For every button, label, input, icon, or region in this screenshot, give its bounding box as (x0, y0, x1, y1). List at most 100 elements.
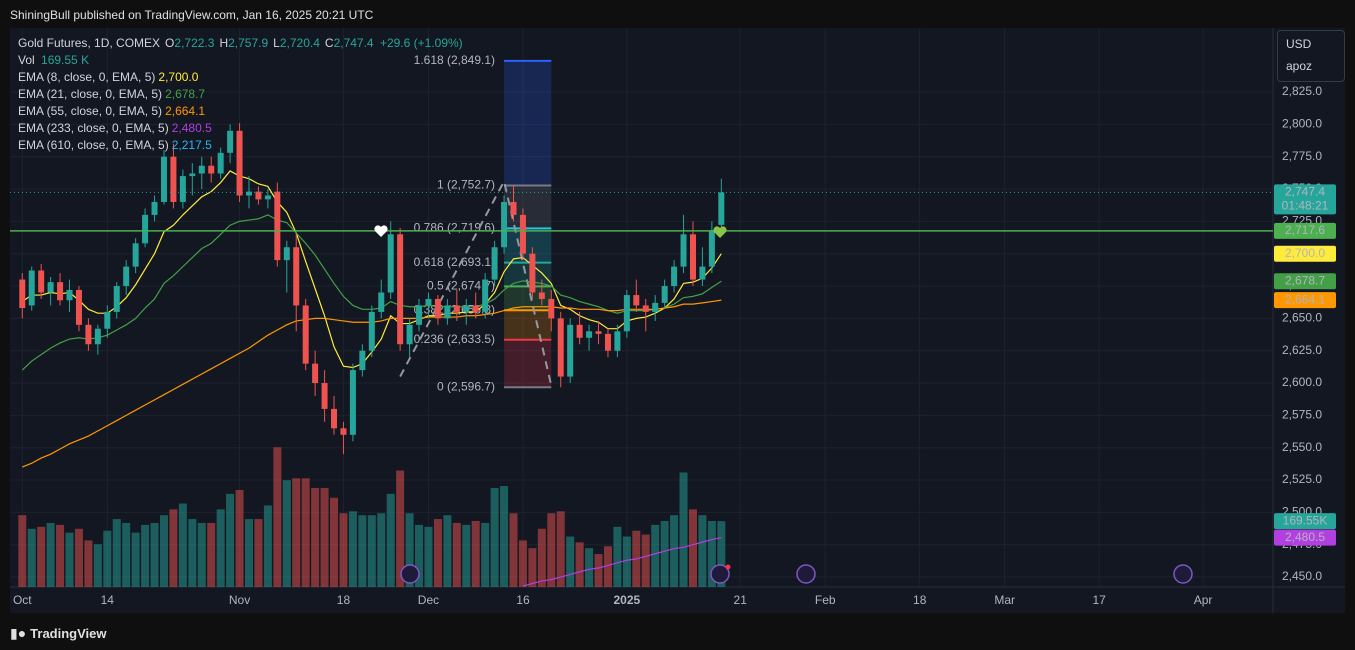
volume-bar (396, 470, 405, 587)
volume-bar (330, 497, 339, 587)
volume-bar (311, 488, 320, 587)
ema-value: 2,217.5 (171, 138, 212, 152)
y-tick-label: 2,825.0 (1282, 84, 1322, 98)
ohlc-key: H (219, 36, 229, 50)
candle-body (349, 370, 356, 435)
fib-label: 0.5 (2,674.7) (427, 279, 495, 293)
candle-body (699, 266, 706, 280)
ema-legend-row: EMA (8, close, 0, EMA, 5) 2,700.0 (18, 69, 463, 86)
grid (10, 28, 1273, 587)
candle-body (113, 286, 120, 312)
candle-body (689, 234, 696, 280)
volume-bar (112, 519, 121, 587)
y-tick-label: 2,600.0 (1282, 375, 1322, 389)
price-badge-text: 01:48:21 (1282, 199, 1329, 213)
x-tick-label: 16 (516, 593, 530, 607)
volume-bar (18, 515, 27, 587)
volume-bar (141, 524, 150, 587)
volume-bar (585, 548, 594, 587)
ema-legend-row: EMA (55, close, 0, EMA, 5) 2,664.1 (18, 103, 463, 120)
price-badge (1274, 184, 1336, 215)
ohlc-key: O (165, 36, 175, 50)
volume-bar (254, 519, 263, 587)
candle-body (123, 266, 130, 287)
volume-bar (462, 524, 471, 587)
candle-body (434, 298, 441, 319)
candle-body (501, 201, 508, 248)
candle-body (104, 311, 111, 329)
fib-zone (504, 339, 552, 388)
account-box[interactable]: USD apoz (1277, 30, 1345, 82)
volume-bar (244, 519, 253, 587)
volume-bar (235, 489, 244, 587)
volume-bar (670, 515, 679, 587)
candle-body (623, 295, 630, 332)
candle-body (671, 266, 678, 287)
fib-label: 0 (2,596.7) (437, 379, 495, 393)
candle-body (604, 333, 611, 351)
volume-bar (518, 540, 527, 587)
candles (19, 123, 725, 455)
price-badge (1274, 245, 1336, 262)
volume-bar (226, 493, 235, 587)
volume-bar (367, 515, 376, 587)
volume-bar (575, 542, 584, 587)
volume-bar (490, 488, 499, 587)
price-badge (1274, 292, 1336, 309)
x-tick-label: 14 (101, 593, 115, 607)
candle-body (595, 331, 602, 334)
fib-label: 1.618 (2,849.1) (414, 53, 495, 67)
candle-body (416, 305, 423, 325)
x-tick-label: 2025 (614, 593, 641, 607)
axes: 2,450.02,475.02,500.02,525.02,550.02,575… (13, 84, 1336, 607)
candle-body (340, 428, 347, 435)
candle-body (85, 324, 92, 345)
volume-bar (566, 536, 575, 587)
volume-bar (37, 526, 46, 587)
candle-body (397, 234, 404, 345)
volume-bar (65, 532, 74, 587)
candle-body (406, 324, 413, 345)
fib-zone (504, 228, 552, 263)
volume-value: 169.55 K (41, 53, 90, 67)
candle-body (576, 324, 583, 338)
candle-body (557, 318, 564, 377)
candle-body (189, 173, 196, 177)
price-badge-text: 2,717.6 (1285, 223, 1325, 237)
volume-bar (613, 526, 622, 587)
volume-bar (556, 511, 565, 587)
y-tick-label: 2,650.0 (1282, 311, 1322, 325)
volume-bar (377, 513, 386, 587)
x-tick-label: Nov (229, 593, 250, 607)
ema-name: EMA (233, close, 0, EMA, 5) (18, 121, 169, 135)
ema-value: 2,678.7 (165, 87, 206, 101)
candle-body (293, 247, 300, 306)
legend-symbol: Gold Futures, 1D, COMEX O2,722.3 H2,757.9 L… (18, 35, 463, 52)
volume-bar (707, 521, 716, 587)
candle-body (680, 234, 687, 267)
volume-bar (547, 513, 556, 587)
volume-bar (433, 519, 442, 587)
ema-name: EMA (8, close, 0, EMA, 5) (18, 70, 156, 84)
volume-bar (651, 524, 660, 587)
volume-bar (150, 522, 159, 587)
candle-body (283, 247, 290, 261)
candle-body (264, 195, 271, 200)
volume-bar (169, 509, 178, 587)
volume-bar (216, 509, 225, 587)
price-badge (1274, 513, 1336, 530)
candle-body (312, 363, 319, 384)
ema-name: EMA (21, close, 0, EMA, 5) (18, 87, 163, 101)
volume-bar (188, 519, 197, 587)
volume-bar (301, 478, 310, 587)
volume-bar (386, 493, 395, 587)
logo-mark: ▮● (10, 625, 27, 641)
candle-body (510, 201, 517, 215)
candle-body (274, 191, 281, 261)
candle-body (151, 201, 158, 215)
candle-body (463, 305, 470, 312)
x-tick-label: 17 (1093, 593, 1107, 607)
candle-body (142, 214, 149, 244)
